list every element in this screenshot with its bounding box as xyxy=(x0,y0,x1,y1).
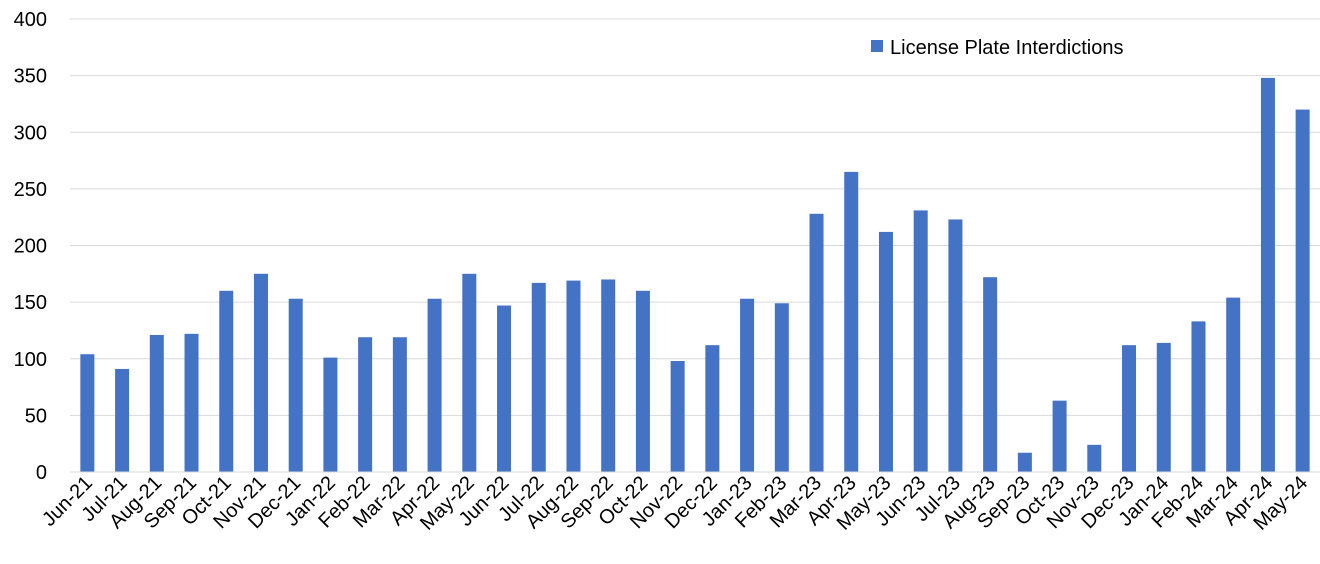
bar xyxy=(497,305,512,472)
y-tick-label: 400 xyxy=(14,9,47,31)
bar xyxy=(1052,400,1067,472)
bar xyxy=(219,290,234,472)
bar xyxy=(358,337,373,472)
bar xyxy=(1156,342,1171,472)
bar xyxy=(1122,345,1137,472)
y-tick-label: 200 xyxy=(14,236,47,258)
bar xyxy=(635,290,650,472)
bar xyxy=(1087,444,1102,472)
bar xyxy=(844,171,859,472)
bar xyxy=(149,334,164,472)
legend-label: License Plate Interdictions xyxy=(890,37,1123,59)
y-tick-label: 100 xyxy=(14,349,47,371)
y-tick-label: 50 xyxy=(25,405,47,427)
y-tick-label: 0 xyxy=(36,462,47,484)
bar xyxy=(740,298,755,472)
bar xyxy=(948,219,963,472)
bar xyxy=(809,213,824,473)
legend: License Plate Interdictions xyxy=(871,37,1123,59)
x-axis: Jun-21Jul-21Aug-21Sep-21Oct-21Nov-21Dec-… xyxy=(38,471,1320,535)
legend-swatch xyxy=(871,40,883,52)
bar xyxy=(115,368,130,472)
bar xyxy=(670,361,685,472)
y-tick-label: 300 xyxy=(14,122,47,144)
bar xyxy=(878,231,893,472)
bar xyxy=(566,280,581,472)
bar xyxy=(184,333,199,472)
bar xyxy=(392,337,407,472)
bar xyxy=(913,210,928,472)
bar xyxy=(1295,109,1310,472)
y-tick-label: 350 xyxy=(14,66,47,88)
bar xyxy=(1017,452,1032,472)
bar xyxy=(80,354,95,472)
gridlines xyxy=(70,18,1320,473)
bar xyxy=(253,273,268,472)
y-tick-label: 150 xyxy=(14,292,47,314)
bar xyxy=(462,273,477,472)
bar xyxy=(323,357,338,472)
bar xyxy=(983,277,998,472)
y-tick-label: 250 xyxy=(14,179,47,201)
bar xyxy=(1191,321,1206,472)
bar xyxy=(531,282,546,472)
bar xyxy=(705,345,720,472)
bar xyxy=(774,303,789,472)
bar xyxy=(1226,297,1241,472)
bar xyxy=(427,298,442,472)
bar xyxy=(601,279,616,472)
bars xyxy=(80,77,1310,473)
bar xyxy=(288,298,303,472)
bar xyxy=(1260,77,1275,472)
y-axis: 0 50 100 150 200 250 300 350 400 xyxy=(14,9,47,484)
